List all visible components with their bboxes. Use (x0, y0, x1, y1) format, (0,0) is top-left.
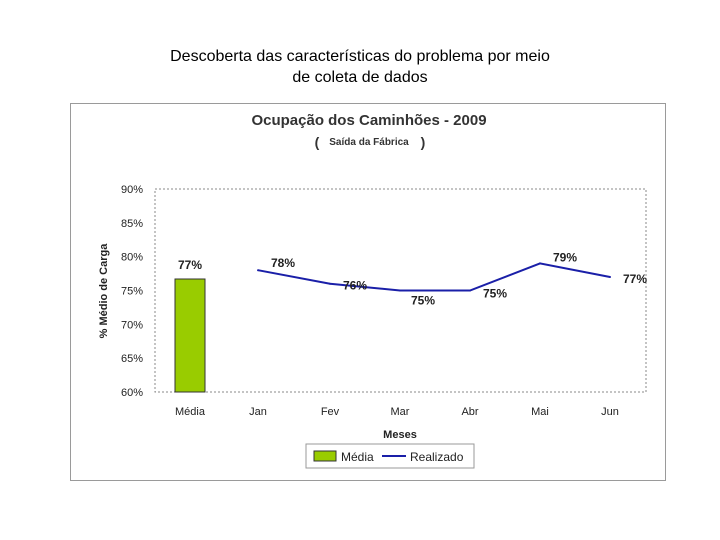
x-ticks: Média Jan Fev Mar Abr Mai Jun (175, 406, 619, 418)
data-label: 76% (343, 279, 367, 293)
x-tick-label: Jun (601, 406, 619, 418)
x-tick-label: Abr (461, 406, 478, 418)
data-label: 75% (483, 287, 507, 301)
x-tick-label: Mar (391, 406, 410, 418)
chart-title: Ocupação dos Caminhões - 2009 (251, 112, 486, 129)
y-tick-label: 85% (121, 218, 143, 230)
line-point (469, 289, 471, 292)
legend-label-realizado: Realizado (410, 450, 464, 464)
y-axis-label: % Médio de Carga (98, 243, 110, 339)
line-point (329, 282, 331, 285)
chart-frame (70, 103, 666, 481)
x-tick-label: Jan (249, 406, 267, 418)
slide-title: Descoberta das características do proble… (0, 46, 720, 88)
line-point (609, 275, 611, 278)
y-tick-label: 90% (121, 184, 143, 196)
x-tick-label: Mai (531, 406, 549, 418)
data-labels: 77% 78% 76% 75% 75% 79% 77% (178, 250, 647, 307)
line-point (539, 262, 541, 265)
x-tick-label: Fev (321, 406, 340, 418)
plot-area (154, 188, 647, 393)
legend-swatch-media (313, 450, 337, 462)
y-tick-label: 65% (121, 353, 143, 365)
y-tick-label: 70% (121, 319, 143, 331)
data-label: 77% (178, 258, 202, 272)
y-tick-label: 60% (121, 387, 143, 399)
y-tick-label: 75% (121, 286, 143, 298)
data-label: 75% (411, 294, 435, 308)
chart-subtitle-open: ( (315, 134, 320, 150)
bar-series (174, 278, 206, 393)
legend-label-media: Média (341, 450, 374, 464)
x-tick-label: Média (175, 406, 206, 418)
line-point (399, 289, 401, 292)
data-label: 79% (553, 250, 577, 264)
slide-title-line-2: de coleta de dados (292, 69, 428, 86)
y-tick-label: 80% (121, 252, 143, 264)
x-axis-label: Meses (383, 429, 417, 441)
bar-media (174, 278, 206, 393)
line-realizado (257, 262, 611, 292)
data-label: 77% (623, 272, 647, 286)
chart-subtitle-close: ) (421, 134, 426, 150)
y-ticks: 90% 85% 80% 75% 70% 65% 60% (121, 184, 143, 399)
slide-title-line-1: Descoberta das características do proble… (170, 48, 550, 65)
data-label: 78% (271, 256, 295, 270)
line-series (257, 262, 611, 292)
legend: Média Realizado (305, 443, 475, 469)
chart-subtitle: Saída da Fábrica (329, 137, 409, 148)
line-point (257, 269, 259, 272)
